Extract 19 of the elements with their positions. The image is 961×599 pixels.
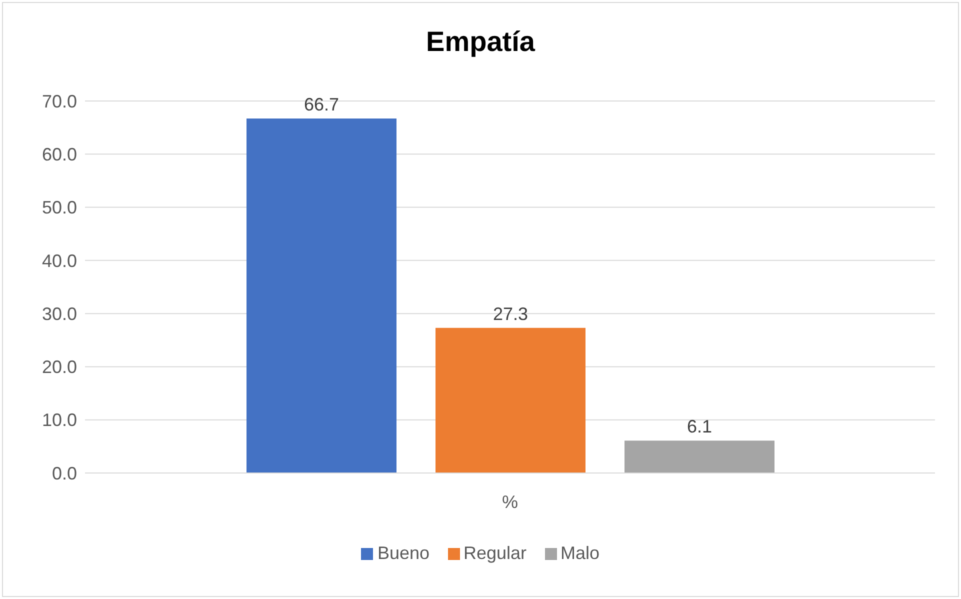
y-tick-label: 10.0 [42, 410, 77, 430]
bar [246, 118, 396, 473]
y-tick-label: 40.0 [42, 250, 77, 271]
y-tick-label: 50.0 [42, 198, 77, 218]
x-tick-label: % [502, 492, 518, 512]
y-tick-label: 0.0 [52, 463, 77, 484]
y-tick-label: 70.0 [42, 91, 77, 112]
legend-label: Regular [464, 543, 527, 564]
bar [436, 328, 586, 473]
data-label: 27.3 [492, 304, 528, 324]
y-tick-label: 30.0 [42, 304, 77, 324]
legend-label: Bueno [377, 543, 430, 564]
bar [624, 440, 774, 473]
data-label: 6.1 [686, 416, 712, 437]
y-tick-label: 60.0 [42, 144, 77, 165]
data-label: 66.7 [304, 94, 340, 115]
legend-label: Malo [560, 543, 600, 564]
y-tick-label: 20.0 [42, 357, 77, 378]
chart-title: Empatía [425, 26, 536, 58]
